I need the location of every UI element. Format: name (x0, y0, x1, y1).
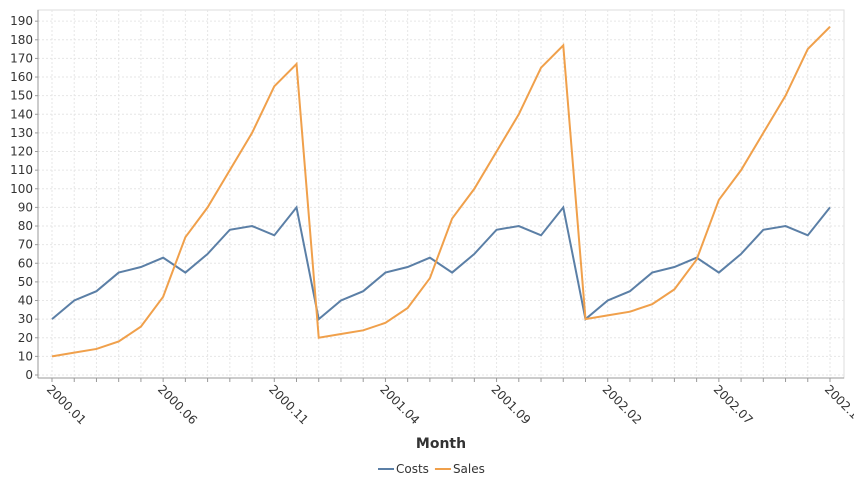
x-tick-label: 2001.04 (377, 382, 422, 427)
x-tick-label: 2000.11 (266, 382, 311, 427)
series-line (51, 205, 831, 321)
y-tick-label: 170 (10, 51, 33, 65)
x-tick-label: 2002.02 (600, 382, 645, 427)
legend-label: Costs (396, 462, 429, 476)
y-tick-label: 40 (18, 294, 33, 308)
y-tick-label: 180 (10, 33, 33, 47)
y-tick-label: 150 (10, 89, 33, 103)
legend-label: Sales (453, 462, 485, 476)
y-tick-label: 60 (18, 256, 33, 270)
y-tick-label: 10 (18, 349, 33, 363)
x-tick-label: 2002.07 (711, 382, 756, 427)
legend: Costs Sales (378, 462, 485, 476)
y-tick-label: 130 (10, 126, 33, 140)
y-tick-label: 0 (25, 368, 33, 382)
series-line (51, 26, 831, 358)
x-tick-label: 2000.01 (44, 382, 89, 427)
y-tick-label: 160 (10, 70, 33, 84)
y-tick-label: 50 (18, 275, 33, 289)
y-tick-label: 190 (10, 14, 33, 28)
y-tick-label: 100 (10, 182, 33, 196)
x-tick-label: 2001.09 (488, 382, 533, 427)
y-tick-label: 110 (10, 163, 33, 177)
y-tick-label: 70 (18, 238, 33, 252)
x-tick-label: 2002.12 (822, 382, 854, 427)
x-tick-label: 2000.06 (155, 382, 200, 427)
plot-area (37, 9, 845, 379)
y-tick-label: 120 (10, 145, 33, 159)
x-axis-title: Month (416, 436, 466, 452)
y-tick-label: 90 (18, 200, 33, 214)
y-tick-label: 140 (10, 107, 33, 121)
y-tick-label: 30 (18, 312, 33, 326)
y-tick-label: 80 (18, 219, 33, 233)
y-tick-label: 20 (18, 331, 33, 345)
